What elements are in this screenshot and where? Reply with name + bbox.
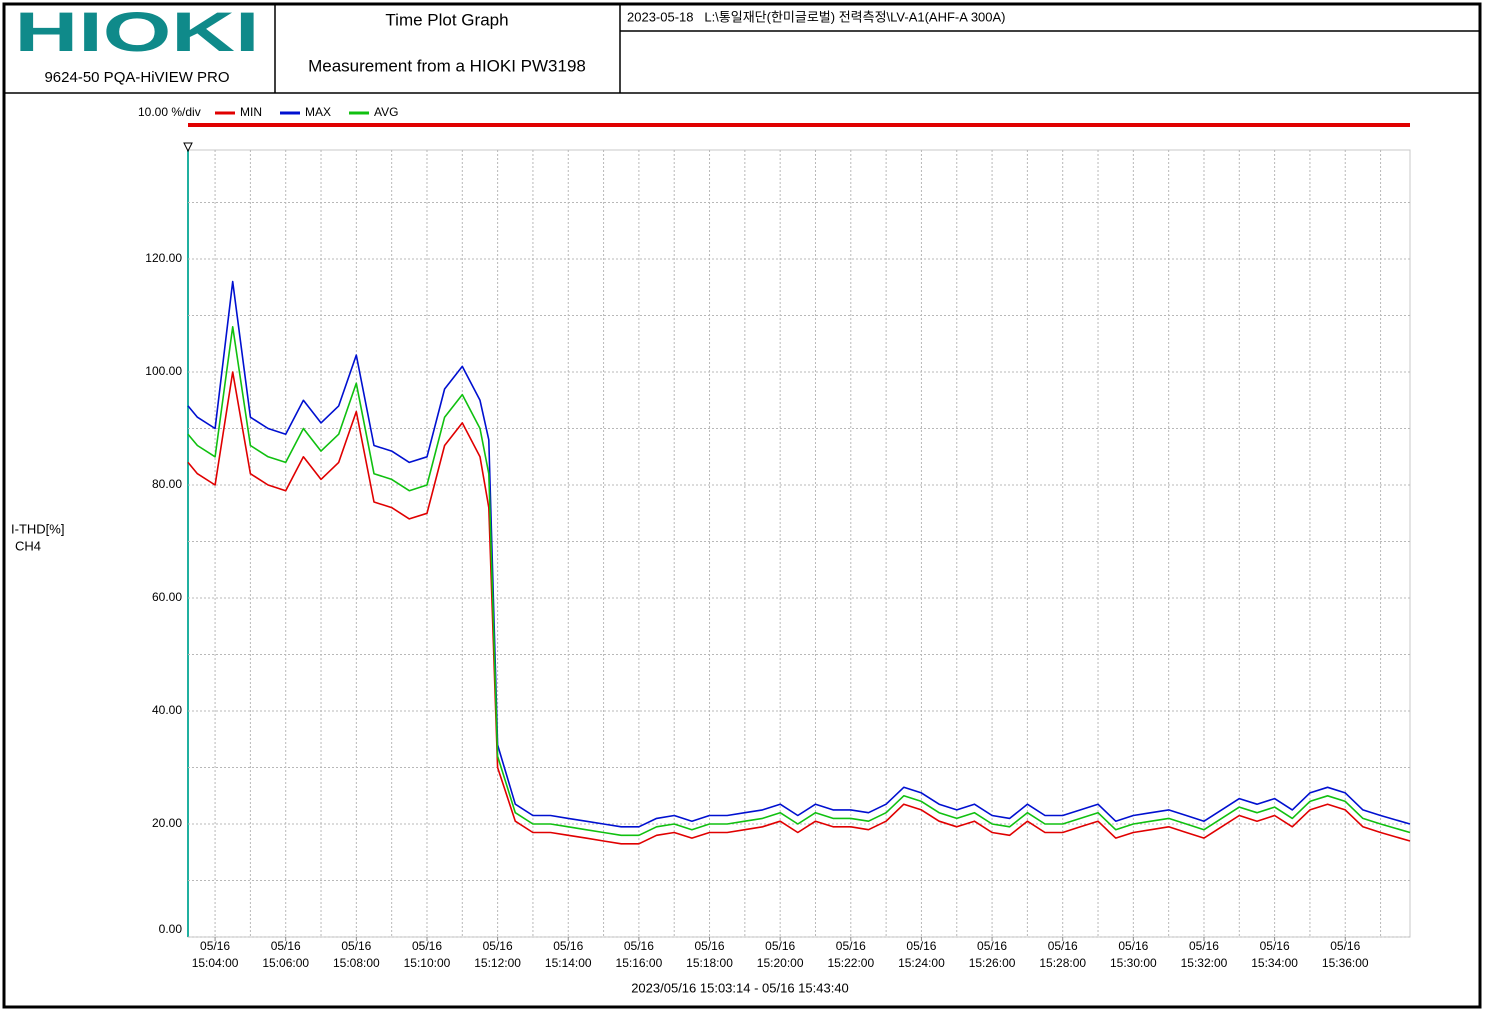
x-tick-label: 15:20:00 <box>757 956 804 970</box>
x-tick-label: 05/16 <box>271 939 301 953</box>
y-tick-label: 60.00 <box>152 590 182 604</box>
x-tick-label: 05/16 <box>553 939 583 953</box>
channel-label: CH4 <box>15 538 41 553</box>
series-line <box>187 280 1411 828</box>
x-tick-label: 05/16 <box>412 939 442 953</box>
x-tick-label: 15:18:00 <box>686 956 733 970</box>
report-title: Time Plot Graph <box>385 10 508 29</box>
cursor-marker <box>183 142 193 153</box>
x-tick-label: 15:22:00 <box>827 956 874 970</box>
x-tick-label: 05/16 <box>341 939 371 953</box>
x-tick-label: 15:26:00 <box>969 956 1016 970</box>
x-tick-label: 05/16 <box>1048 939 1078 953</box>
x-tick-label: 05/16 <box>1330 939 1360 953</box>
range-bar <box>188 123 1410 127</box>
x-tick-label: 15:10:00 <box>404 956 451 970</box>
y-tick-label: 80.00 <box>152 477 182 491</box>
x-tick-label: 15:16:00 <box>616 956 663 970</box>
x-tick-label: 15:06:00 <box>262 956 309 970</box>
x-tick-label: 05/16 <box>200 939 230 953</box>
y-axis-label: I-THD[%] <box>11 521 64 536</box>
x-tick-label: 15:12:00 <box>474 956 521 970</box>
x-tick-label: 05/16 <box>1189 939 1219 953</box>
x-tick-label: 15:24:00 <box>898 956 945 970</box>
x-tick-label: 15:34:00 <box>1251 956 1298 970</box>
x-tick-label: 05/16 <box>483 939 513 953</box>
y-tick-label: 120.00 <box>145 251 182 265</box>
x-tick-label: 05/16 <box>1118 939 1148 953</box>
x-tick-label: 15:32:00 <box>1181 956 1228 970</box>
x-tick-label: 05/16 <box>765 939 795 953</box>
legend-label: AVG <box>374 105 398 119</box>
legend-label: MAX <box>305 105 331 119</box>
x-tick-label: 05/16 <box>906 939 936 953</box>
y-tick-label: 0.00 <box>159 922 183 936</box>
series-line <box>187 326 1411 837</box>
x-tick-label: 15:08:00 <box>333 956 380 970</box>
x-tick-label: 15:30:00 <box>1110 956 1157 970</box>
x-tick-label: 15:14:00 <box>545 956 592 970</box>
plot-area <box>187 149 1411 938</box>
y-tick-label: 100.00 <box>145 364 182 378</box>
series-line <box>187 371 1411 845</box>
legend-label: MIN <box>240 105 262 119</box>
product-name: 9624-50 PQA-HiVIEW PRO <box>44 69 229 86</box>
x-tick-label: 15:28:00 <box>1039 956 1086 970</box>
y-tick-label: 20.00 <box>152 816 182 830</box>
x-tick-label: 15:04:00 <box>192 956 239 970</box>
logo: HIOKI <box>15 0 260 63</box>
x-tick-label: 05/16 <box>695 939 725 953</box>
x-tick-label: 05/16 <box>977 939 1007 953</box>
x-tick-label: 15:36:00 <box>1322 956 1369 970</box>
x-tick-label: 05/16 <box>1260 939 1290 953</box>
x-tick-label: 05/16 <box>624 939 654 953</box>
report-subtitle: Measurement from a HIOKI PW3198 <box>308 56 586 75</box>
x-tick-label: 05/16 <box>836 939 866 953</box>
y-tick-label: 40.00 <box>152 703 182 717</box>
x-axis-label: 2023/05/16 15:03:14 - 05/16 15:43:40 <box>631 980 849 995</box>
scale-label: 10.00 %/div <box>138 105 201 119</box>
file-info: 2023-05-18 L:\통일재단(한미글로벌) 전력측정\LV-A1(AHF… <box>627 9 1006 24</box>
